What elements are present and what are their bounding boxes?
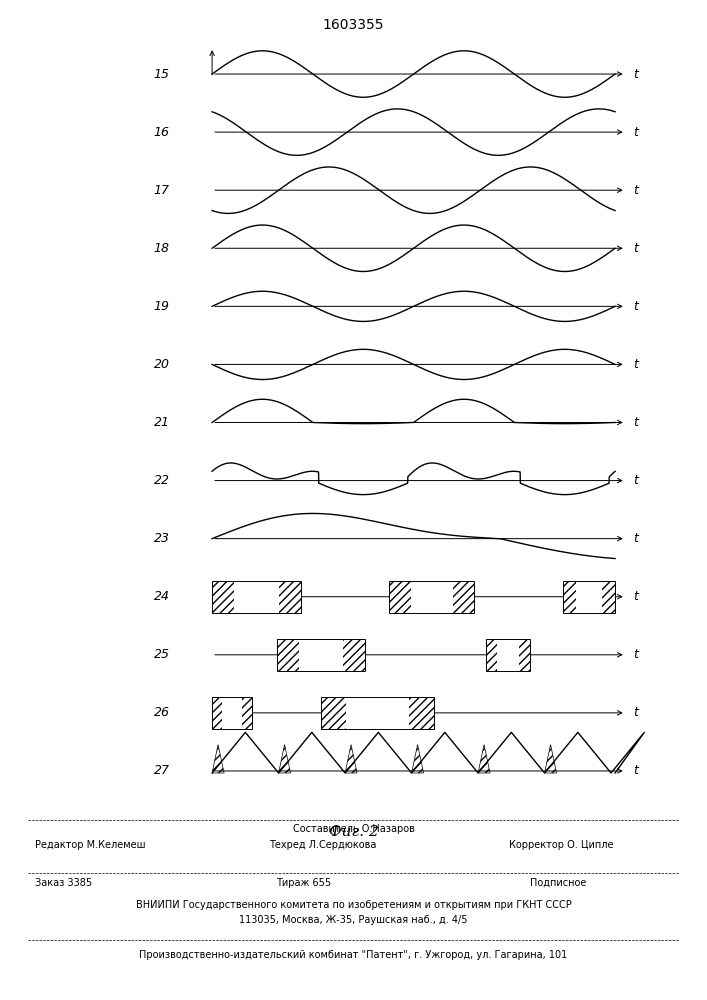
Bar	[321, 697, 434, 729]
Text: 22: 22	[153, 474, 170, 487]
Text: 17: 17	[153, 184, 170, 197]
Bar	[343, 639, 366, 671]
Text: 25: 25	[153, 648, 170, 661]
Bar	[243, 697, 252, 729]
Bar	[279, 581, 300, 613]
Text: 26: 26	[153, 706, 170, 719]
Text: Редактор М.Келемеш: Редактор М.Келемеш	[35, 840, 146, 850]
Bar	[563, 581, 615, 613]
Bar	[486, 639, 497, 671]
Text: 19: 19	[153, 300, 170, 313]
Text: Составитель О.Назаров: Составитель О.Назаров	[293, 824, 414, 834]
Bar	[390, 581, 411, 613]
Text: Тираж 655: Тираж 655	[276, 878, 332, 888]
Text: Фиг. 2: Фиг. 2	[329, 825, 378, 839]
Bar	[276, 639, 299, 671]
Text: 27: 27	[153, 764, 170, 777]
Bar	[212, 581, 300, 613]
Bar	[212, 697, 222, 729]
Text: 1603355: 1603355	[323, 18, 384, 32]
Bar	[276, 639, 366, 671]
Text: ВНИИПИ Государственного комитета по изобретениям и открытиям при ГКНТ СССР: ВНИИПИ Государственного комитета по изоб…	[136, 900, 571, 910]
Bar	[321, 697, 346, 729]
Text: t: t	[633, 126, 638, 139]
Bar	[409, 697, 434, 729]
Bar	[212, 697, 252, 729]
Bar	[390, 581, 474, 613]
Bar	[212, 581, 234, 613]
Bar	[602, 581, 615, 613]
Text: t: t	[633, 474, 638, 487]
Text: 23: 23	[153, 532, 170, 545]
Text: 18: 18	[153, 242, 170, 255]
Text: t: t	[633, 358, 638, 371]
Text: 20: 20	[153, 358, 170, 371]
Text: Производственно-издательский комбинат "Патент", г. Ужгород, ул. Гагарина, 101: Производственно-издательский комбинат "П…	[139, 950, 568, 960]
Text: Заказ 3385: Заказ 3385	[35, 878, 93, 888]
Text: t: t	[633, 706, 638, 719]
Text: t: t	[633, 184, 638, 197]
Text: t: t	[633, 532, 638, 545]
Bar	[563, 581, 575, 613]
Text: 113035, Москва, Ж-35, Раушская наб., д. 4/5: 113035, Москва, Ж-35, Раушская наб., д. …	[239, 915, 468, 925]
Bar	[486, 639, 530, 671]
Bar	[453, 581, 474, 613]
Text: Подписное: Подписное	[530, 878, 587, 888]
Text: Техред Л.Сердюкова: Техред Л.Сердюкова	[269, 840, 376, 850]
Text: 24: 24	[153, 590, 170, 603]
Text: t: t	[633, 648, 638, 661]
Text: t: t	[633, 68, 638, 81]
Text: t: t	[633, 300, 638, 313]
Text: t: t	[633, 764, 638, 777]
Text: 16: 16	[153, 126, 170, 139]
Text: t: t	[633, 590, 638, 603]
Bar	[520, 639, 530, 671]
Text: t: t	[633, 416, 638, 429]
Text: Корректор О. Ципле: Корректор О. Ципле	[509, 840, 614, 850]
Text: 15: 15	[153, 68, 170, 81]
Text: t: t	[633, 242, 638, 255]
Text: 21: 21	[153, 416, 170, 429]
